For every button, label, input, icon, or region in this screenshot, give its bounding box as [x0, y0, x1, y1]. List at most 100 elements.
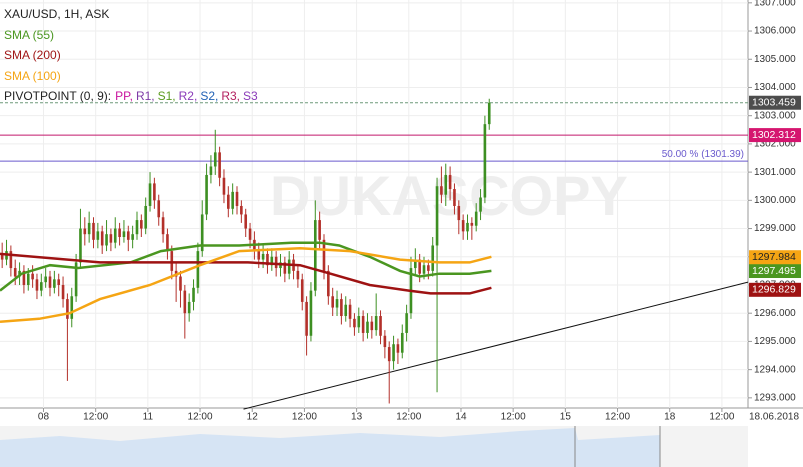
candle-body — [87, 222, 91, 235]
candle-body — [192, 287, 195, 302]
candle-body — [361, 316, 365, 333]
y-tick-label: 1296.000 — [754, 308, 796, 319]
legend-title: XAU/USD, 1H, ASK — [4, 7, 110, 21]
candle-body — [296, 270, 300, 280]
candle-body — [209, 166, 213, 175]
y-tick-label: 1302.000 — [754, 139, 796, 150]
candle-body — [474, 211, 478, 226]
level-label: 50.00 % (1301.39) — [662, 149, 744, 160]
price-box — [749, 128, 801, 143]
candle-body — [440, 186, 443, 195]
candle-body — [118, 228, 121, 238]
sma-line — [0, 241, 492, 292]
candle-body — [22, 270, 26, 285]
candle-body — [40, 282, 43, 291]
sma-line — [0, 252, 492, 295]
candle-body — [248, 228, 252, 240]
candle-body — [461, 220, 465, 232]
x-tick-label: 12:00 — [605, 412, 630, 423]
candle-body — [166, 234, 169, 252]
candle-body — [18, 270, 21, 277]
candle-body — [466, 222, 469, 232]
candle-body — [66, 299, 69, 319]
price-box — [749, 264, 801, 279]
candle-body — [318, 220, 321, 240]
candle-body — [274, 256, 278, 269]
candle-body — [453, 189, 456, 206]
candle-body — [122, 231, 126, 238]
candle-body — [53, 279, 56, 288]
y-tick-label: 1293.000 — [754, 392, 796, 403]
price-box — [749, 250, 801, 265]
candle-body — [231, 191, 234, 209]
candle-body — [261, 253, 265, 260]
candle-body — [313, 220, 317, 291]
candle-body — [57, 279, 61, 285]
price-box-label: 1296.829 — [752, 284, 796, 296]
candle-body — [222, 177, 226, 195]
pivot-item: R1, — [135, 89, 155, 103]
x-tick-label: 15 — [560, 412, 572, 423]
legend-entry: SMA (100) — [4, 68, 61, 83]
x-tick-label: 12:00 — [709, 412, 734, 423]
candle-body — [109, 234, 113, 243]
x-tick-label: 13 — [351, 412, 363, 423]
candle-body — [31, 273, 34, 280]
x-tick-label: 12:00 — [188, 412, 213, 423]
candle-body — [227, 194, 230, 209]
pivot-item: PP, — [115, 89, 133, 103]
candle-body — [105, 234, 108, 246]
x-tick-label: 12:00 — [396, 412, 421, 423]
y-tick-label: 1295.000 — [754, 336, 796, 347]
y-tick-label: 1304.000 — [754, 82, 796, 93]
pivot-title: PIVOTPOINT (0, 9): — [4, 89, 112, 103]
candle-body — [74, 262, 78, 297]
candle-body — [270, 256, 274, 266]
y-tick-label: 1307.000 — [754, 0, 796, 8]
x-tick-label: 11 — [143, 412, 154, 423]
plot-area — [0, 0, 749, 410]
candle-body — [70, 296, 74, 319]
y-tick-label: 1300.000 — [754, 195, 796, 206]
pivot-item: R3, — [221, 89, 241, 103]
price-box-label: 1297.984 — [752, 251, 796, 263]
candle-body — [240, 205, 243, 215]
x-tick-label: 12:00 — [501, 412, 526, 423]
y-tick-label: 1305.000 — [754, 54, 796, 65]
candle-body — [366, 321, 369, 333]
candle-body — [213, 152, 217, 167]
candle-body — [13, 268, 17, 277]
candle-body — [200, 214, 204, 252]
candle-body — [157, 200, 161, 218]
candle-body — [266, 253, 269, 266]
candle-body — [44, 276, 47, 283]
candle-body — [26, 273, 30, 285]
x-tick-label: 08 — [38, 412, 50, 423]
candle-body — [374, 316, 378, 331]
candle-body — [257, 251, 261, 260]
candle-body — [205, 174, 208, 215]
candle-body — [400, 332, 404, 353]
x-tick-label: 12:00 — [292, 412, 317, 423]
pivot-legend: PIVOTPOINT (0, 9): PP, R1, S1, R2, S2, R3, S3 — [4, 86, 261, 107]
candle-body — [383, 335, 387, 348]
candle-body — [479, 197, 482, 212]
candle-body — [392, 344, 395, 362]
candle-body — [144, 205, 147, 229]
watermark: DUKASCOPY — [270, 164, 628, 227]
sma-line — [0, 247, 492, 323]
candle-body — [96, 231, 100, 240]
candle-body — [344, 304, 348, 317]
x-tick-label: 12:00 — [83, 412, 108, 423]
candle-body — [444, 174, 448, 195]
y-tick-label: 1299.000 — [754, 223, 796, 234]
candle-body — [300, 279, 304, 302]
candle-body — [357, 316, 361, 328]
legend: XAU/USD, 1H, ASK SMA (55) SMA (200) SMA (1… — [4, 4, 261, 107]
candle-body — [309, 290, 313, 336]
candle-body — [148, 183, 152, 206]
candle-body — [287, 259, 291, 274]
y-tick-label: 1301.000 — [754, 167, 796, 178]
candle-body — [427, 265, 430, 271]
candle-body — [405, 313, 408, 333]
